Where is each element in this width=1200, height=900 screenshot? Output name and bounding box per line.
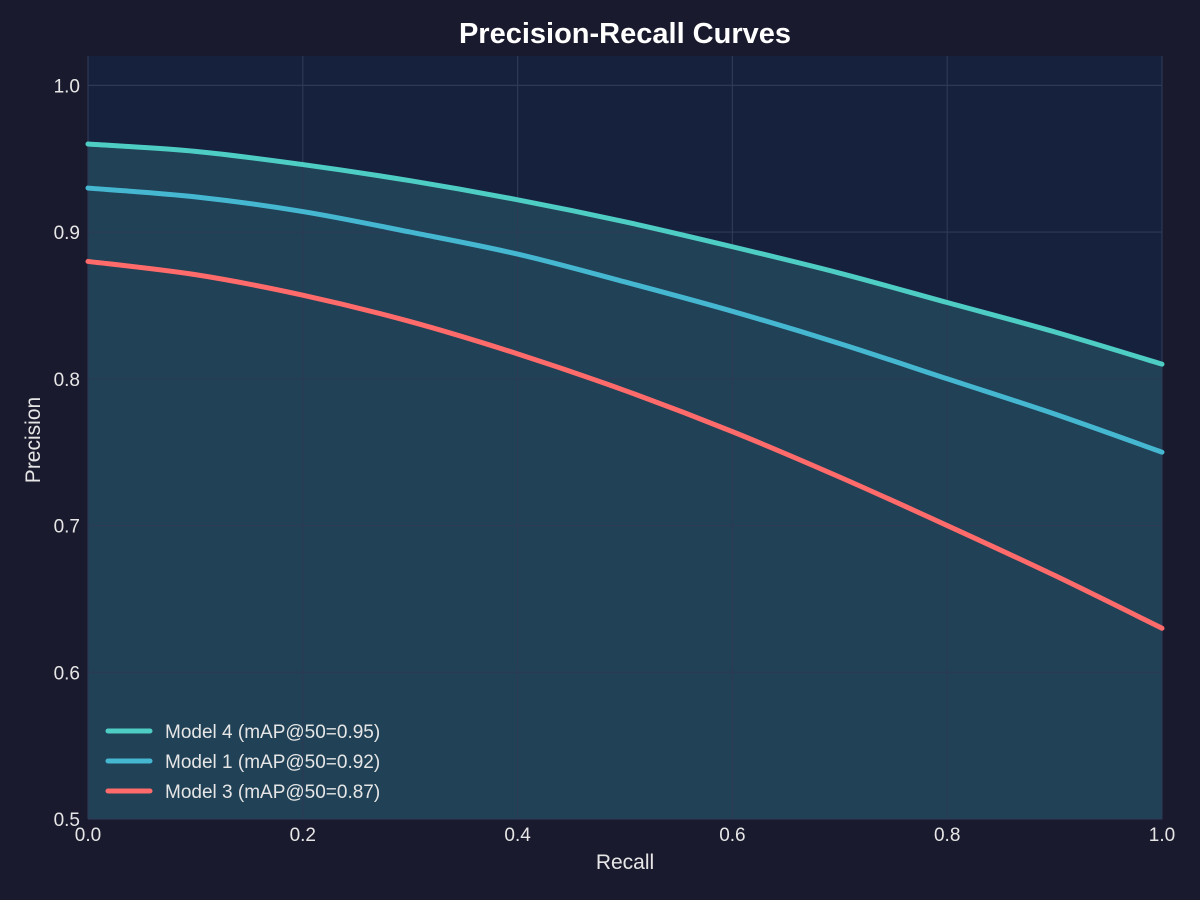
legend-label-3: Model 3 (mAP@50=0.87) xyxy=(165,782,380,803)
y-tick-label-0: 0.5 xyxy=(54,810,80,831)
legend: Model 4 (mAP@50=0.95) Model 1 (mAP@50=0.9… xyxy=(105,722,380,803)
x-tick-label-3: 0.6 xyxy=(719,825,745,846)
series-lines xyxy=(85,141,1165,631)
x-tick-label-4: 0.8 xyxy=(934,825,960,846)
x-tick-label-2: 0.4 xyxy=(504,825,531,846)
y-tick-label-3: 0.8 xyxy=(54,370,80,391)
y-axis-ticks: 0.5 0.6 0.7 0.8 0.9 1.0 xyxy=(54,76,80,831)
x-tick-label-0: 0.0 xyxy=(75,825,101,846)
y-tick-label-2: 0.7 xyxy=(54,517,80,538)
legend-label-1: Model 4 (mAP@50=0.95) xyxy=(165,722,380,743)
y-tick-label-4: 0.9 xyxy=(54,223,80,244)
chart-title: Precision-Recall Curves xyxy=(459,18,791,50)
series-line-3 xyxy=(85,258,1165,631)
grid xyxy=(87,56,1163,820)
x-axis-ticks: 0.0 0.2 0.4 0.6 0.8 1.0 xyxy=(75,825,1175,846)
x-axis-label: Recall xyxy=(596,851,654,874)
series-line-1 xyxy=(85,141,1165,367)
x-tick-label-1: 0.2 xyxy=(290,825,316,846)
legend-label-2: Model 1 (mAP@50=0.92) xyxy=(165,752,380,773)
y-axis-label: Precision xyxy=(22,397,45,483)
y-tick-label-5: 1.0 xyxy=(54,76,80,97)
area-under-top-curve xyxy=(88,144,1162,820)
x-tick-label-5: 1.0 xyxy=(1149,825,1175,846)
y-tick-label-1: 0.6 xyxy=(54,663,80,684)
series-line-2 xyxy=(85,185,1165,455)
